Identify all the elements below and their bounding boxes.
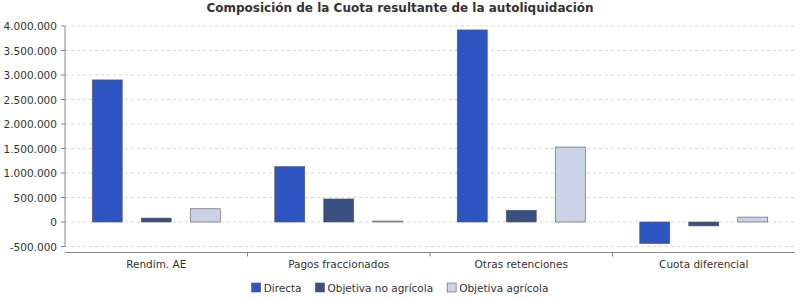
tick-mark <box>61 26 65 27</box>
bar <box>640 222 670 244</box>
x-axis: Rendim. AE Pagos fraccionados Otras retenc… <box>126 253 748 270</box>
title: Composición de la Cuota resultante de la… <box>206 1 593 15</box>
bar <box>738 217 768 222</box>
legend: Directa Objetiva no agrícola Objetiva agrí… <box>252 282 549 294</box>
category-label: Rendim. AE <box>126 258 186 270</box>
grid-line <box>65 222 795 223</box>
bar <box>457 30 487 222</box>
bar <box>190 209 220 222</box>
bar <box>92 80 122 222</box>
legend-label: Directa <box>264 282 302 294</box>
tick-mark <box>61 222 65 223</box>
category-label: Pagos fraccionados <box>288 258 389 270</box>
tick-mark <box>61 197 65 198</box>
category-tick <box>612 253 613 257</box>
tick-label: -500.000 <box>10 241 57 253</box>
category-label: Otras retenciones <box>475 258 568 270</box>
tick-mark <box>61 124 65 125</box>
y-axis-line <box>65 26 66 247</box>
tick-label: 3.000.000 <box>4 69 57 81</box>
y-axis: -500.000 0 500.000 1.000.000 1.500.000 2.000.… <box>4 20 65 253</box>
legend-label: Objetiva agrícola <box>459 282 548 294</box>
grid-line <box>65 148 795 149</box>
tick-label: 3.500.000 <box>4 45 57 57</box>
category-tick <box>430 253 431 257</box>
category-tick <box>247 253 248 257</box>
bars <box>92 30 768 244</box>
tick-mark <box>61 148 65 149</box>
legend-swatch <box>447 283 456 292</box>
grid-line <box>65 75 795 76</box>
tick-mark <box>61 50 65 51</box>
tick-label: 1.000.000 <box>4 167 57 179</box>
bar <box>555 147 585 222</box>
tick-mark <box>61 75 65 76</box>
chart: Composición de la Cuota resultante de la… <box>0 0 800 300</box>
grid-line <box>65 50 795 51</box>
grid-line <box>65 99 795 100</box>
tick-mark <box>61 99 65 100</box>
legend-label: Objetiva no agrícola <box>328 282 434 294</box>
bar <box>324 199 354 222</box>
grid-line <box>65 124 795 125</box>
bar <box>373 221 403 223</box>
tick-label: 0 <box>50 216 57 228</box>
grid-line <box>65 173 795 174</box>
bar <box>141 218 171 222</box>
category-label: Cuota diferencial <box>659 258 748 270</box>
grid-line <box>65 246 795 247</box>
grid <box>65 26 795 247</box>
grid-line <box>65 26 795 27</box>
tick-mark <box>61 173 65 174</box>
tick-label: 2.000.000 <box>4 118 57 130</box>
bar <box>275 167 305 222</box>
tick-label: 1.500.000 <box>4 143 57 155</box>
tick-label: 4.000.000 <box>4 20 57 32</box>
tick-mark <box>61 246 65 247</box>
legend-swatch <box>252 283 261 292</box>
bar <box>506 210 536 222</box>
tick-label: 2.500.000 <box>4 94 57 106</box>
tick-label: 500.000 <box>14 192 57 204</box>
legend-swatch <box>316 283 325 292</box>
grid-line <box>65 197 795 198</box>
bar <box>689 222 719 226</box>
